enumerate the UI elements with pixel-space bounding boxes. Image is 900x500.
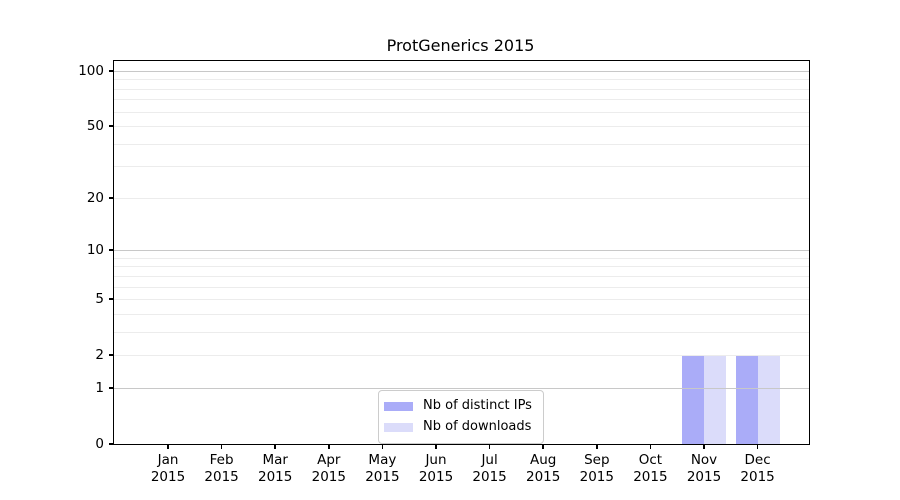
x-tick-mark — [435, 444, 437, 449]
x-tick-mark — [220, 444, 223, 449]
y-tick-mark — [109, 70, 114, 72]
y-gridline-minor — [114, 79, 809, 81]
x-tick-label: Jun 2015 — [418, 452, 454, 485]
y-gridline-minor — [114, 166, 809, 168]
y-tick-mark — [109, 387, 114, 389]
bar-nov-downloads — [704, 355, 726, 444]
y-gridline-major — [114, 70, 809, 72]
x-tick-mark — [596, 444, 598, 449]
y-gridline-minor — [114, 275, 809, 277]
bar-dec-downloads — [757, 355, 780, 444]
x-tick-mark — [703, 444, 705, 449]
y-gridline-minor — [114, 126, 809, 128]
x-tick-label: Mar 2015 — [258, 452, 293, 485]
y-tick-label: 5 — [95, 291, 104, 308]
y-gridline-minor — [114, 111, 809, 113]
x-tick-label: Feb 2015 — [204, 452, 239, 485]
y-tick-label: 20 — [86, 189, 104, 206]
y-gridline-minor — [114, 143, 809, 145]
y-gridline-minor — [114, 299, 809, 301]
x-tick-mark — [274, 444, 276, 449]
plot-area: Nb of distinct IPs Nb of downloads 100 50… — [78, 60, 810, 485]
y-gridline-minor — [114, 286, 809, 288]
y-tick-mark — [109, 443, 114, 445]
x-tick-mark — [488, 444, 491, 449]
x-tick-label: Apr 2015 — [311, 452, 346, 485]
legend-swatch-distinct-ips — [384, 401, 413, 411]
y-tick-label: 2 — [95, 347, 104, 364]
y-gridline-major — [114, 387, 809, 389]
y-gridline-major — [114, 250, 809, 252]
y-tick-label: 10 — [86, 242, 104, 259]
y-gridline-minor — [114, 197, 809, 199]
x-tick-mark — [328, 444, 330, 449]
legend-label-downloads: Nb of downloads — [423, 419, 532, 434]
bar-dec-distinct-ips — [735, 355, 758, 444]
legend-swatch-downloads — [384, 422, 413, 432]
y-gridline-minor — [114, 88, 809, 90]
y-gridline-minor — [114, 331, 809, 333]
legend-item-downloads: Nb of downloads — [384, 419, 534, 435]
y-tick-label: 1 — [95, 379, 104, 396]
y-tick-label: 0 — [95, 436, 104, 452]
x-tick-label: Nov 2015 — [686, 452, 722, 485]
y-tick-label: 50 — [86, 118, 104, 135]
x-tick-label: Jan 2015 — [150, 452, 186, 485]
x-tick-label: Dec 2015 — [740, 452, 775, 485]
bar-nov-distinct-ips — [682, 355, 704, 444]
x-tick-mark — [381, 444, 384, 449]
x-tick-mark — [649, 444, 652, 449]
y-gridline-minor — [114, 257, 809, 259]
x-tick-label: Aug 2015 — [526, 452, 561, 485]
legend: Nb of distinct IPs Nb of downloads — [378, 390, 544, 444]
x-tick-label: Sep 2015 — [579, 452, 614, 485]
y-gridline-minor — [114, 99, 809, 101]
x-tick-label: May 2015 — [365, 452, 400, 485]
x-tick-label: Oct 2015 — [633, 452, 668, 485]
x-tick-label: Jul 2015 — [472, 452, 507, 485]
y-tick-mark — [109, 249, 114, 251]
x-tick-mark — [542, 444, 544, 449]
chart-title: ProtGenerics 2015 — [386, 36, 535, 55]
y-tick-label: 100 — [78, 62, 104, 79]
x-tick-mark — [756, 444, 759, 449]
x-tick-mark — [167, 444, 169, 449]
y-gridline-minor — [114, 313, 809, 315]
legend-item-distinct-ips: Nb of distinct IPs — [384, 398, 534, 414]
y-tick-mark — [109, 125, 114, 127]
y-gridline-minor — [114, 266, 809, 268]
y-tick-mark — [109, 298, 114, 300]
y-gridline-minor — [114, 355, 809, 357]
y-tick-mark — [109, 354, 114, 356]
y-tick-mark — [109, 197, 114, 199]
legend-label-distinct-ips: Nb of distinct IPs — [423, 398, 532, 413]
